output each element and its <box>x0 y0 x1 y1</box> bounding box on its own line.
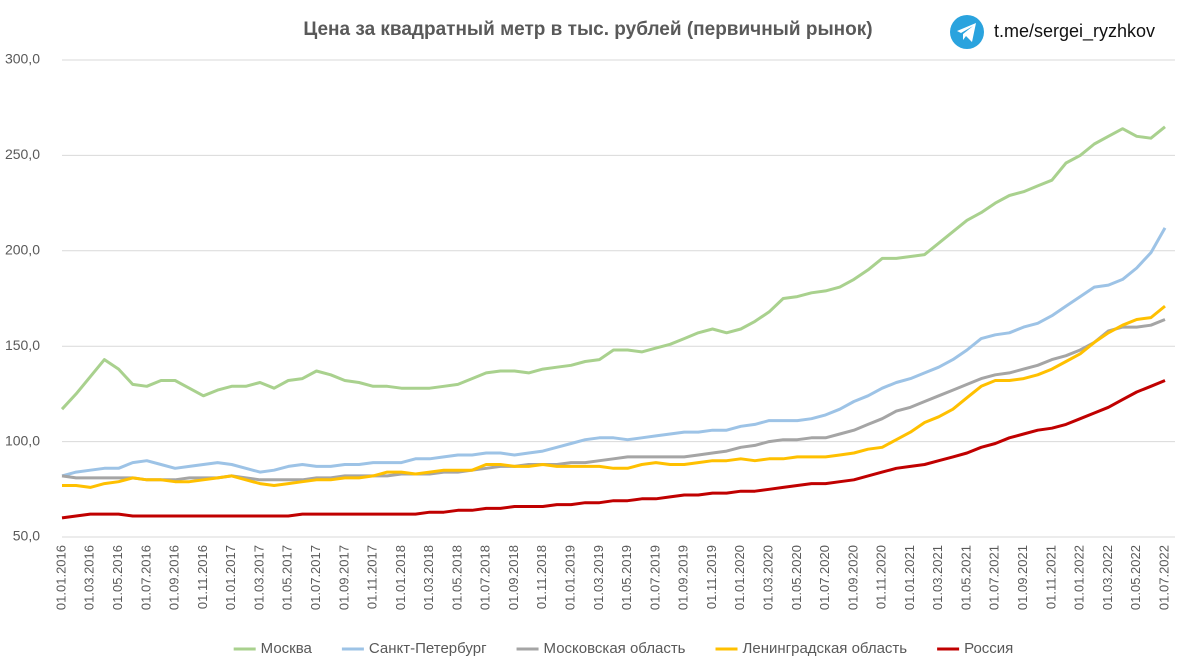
x-tick-label: 01.05.2019 <box>619 545 634 610</box>
x-tick-label: 01.03.2016 <box>82 545 97 610</box>
x-tick-label: 01.11.2019 <box>704 545 719 609</box>
x-tick-label: 01.05.2016 <box>110 545 125 610</box>
x-tick-label: 01.01.2022 <box>1072 545 1087 610</box>
x-tick-label: 01.07.2018 <box>478 545 493 610</box>
legend: Москва Санкт-Петербург Московская область Л… <box>233 640 1013 657</box>
x-tick-label: 01.03.2022 <box>1100 545 1115 610</box>
x-tick-label: 01.09.2018 <box>506 545 521 610</box>
x-tick-label: 01.07.2019 <box>647 545 662 610</box>
x-tick-label: 01.05.2018 <box>449 545 464 610</box>
legend-label: Россия <box>964 640 1013 657</box>
x-tick-label: 01.05.2017 <box>280 545 295 610</box>
x-tick-label: 01.05.2021 <box>958 545 973 610</box>
y-tick-label: 150,0 <box>5 337 40 353</box>
series-line <box>61 318 1166 482</box>
legend-label: Московская область <box>544 640 686 657</box>
channel-handle: t.me/sergei_ryzhkov <box>994 21 1155 42</box>
legend-label: Санкт-Петербург <box>369 640 487 657</box>
x-tick-label: 01.01.2018 <box>393 545 408 610</box>
x-tick-label: 01.03.2020 <box>760 545 775 610</box>
y-tick-label: 200,0 <box>5 242 40 258</box>
x-tick-label: 01.05.2022 <box>1128 545 1143 610</box>
series-line <box>61 379 1166 520</box>
x-tick-label: 01.05.2020 <box>789 545 804 610</box>
x-tick-label: 01.07.2021 <box>987 545 1002 610</box>
x-tick-label: 01.07.2022 <box>1156 545 1171 610</box>
x-tick-label: 01.01.2020 <box>732 545 747 610</box>
x-tick-label: 01.01.2017 <box>223 545 238 610</box>
x-tick-label: 01.11.2016 <box>195 545 210 609</box>
x-tick-label: 01.03.2017 <box>251 545 266 610</box>
x-tick-label: 01.01.2019 <box>563 545 578 610</box>
y-tick-label: 50,0 <box>13 528 40 544</box>
x-tick-label: 01.09.2016 <box>167 545 182 610</box>
x-tick-label: 01.09.2019 <box>676 545 691 610</box>
x-tick-label: 01.07.2016 <box>138 545 153 610</box>
y-tick-label: 300,0 <box>5 51 40 67</box>
y-tick-label: 100,0 <box>5 432 40 448</box>
legend-label: Ленинградская область <box>743 640 908 657</box>
x-tick-label: 01.01.2021 <box>902 545 917 610</box>
series-line <box>61 227 1167 478</box>
series-line <box>62 304 1166 489</box>
legend-label: Москва <box>261 640 313 657</box>
x-tick-label: 01.07.2020 <box>817 545 832 610</box>
x-tick-label: 01.09.2020 <box>845 545 860 610</box>
x-tick-label: 01.11.2017 <box>365 545 380 609</box>
series-line <box>60 125 1166 411</box>
telegram-icon <box>950 15 984 49</box>
x-tick-label: 01.03.2018 <box>421 545 436 610</box>
x-tick-label: 01.11.2018 <box>534 545 549 609</box>
x-tick-label: 01.11.2021 <box>1043 545 1058 609</box>
x-tick-label: 01.07.2017 <box>308 545 323 610</box>
x-tick-label: 01.03.2021 <box>930 545 945 610</box>
x-tick-label: 01.09.2021 <box>1015 545 1030 610</box>
x-tick-label: 01.01.2016 <box>53 545 68 610</box>
chart-title: Цена за квадратный метр в тыс. рублей (п… <box>303 19 872 40</box>
x-tick-label: 01.09.2017 <box>336 545 351 610</box>
x-tick-label: 01.03.2019 <box>591 545 606 610</box>
y-tick-label: 250,0 <box>5 146 40 162</box>
x-tick-label: 01.11.2020 <box>874 545 889 609</box>
